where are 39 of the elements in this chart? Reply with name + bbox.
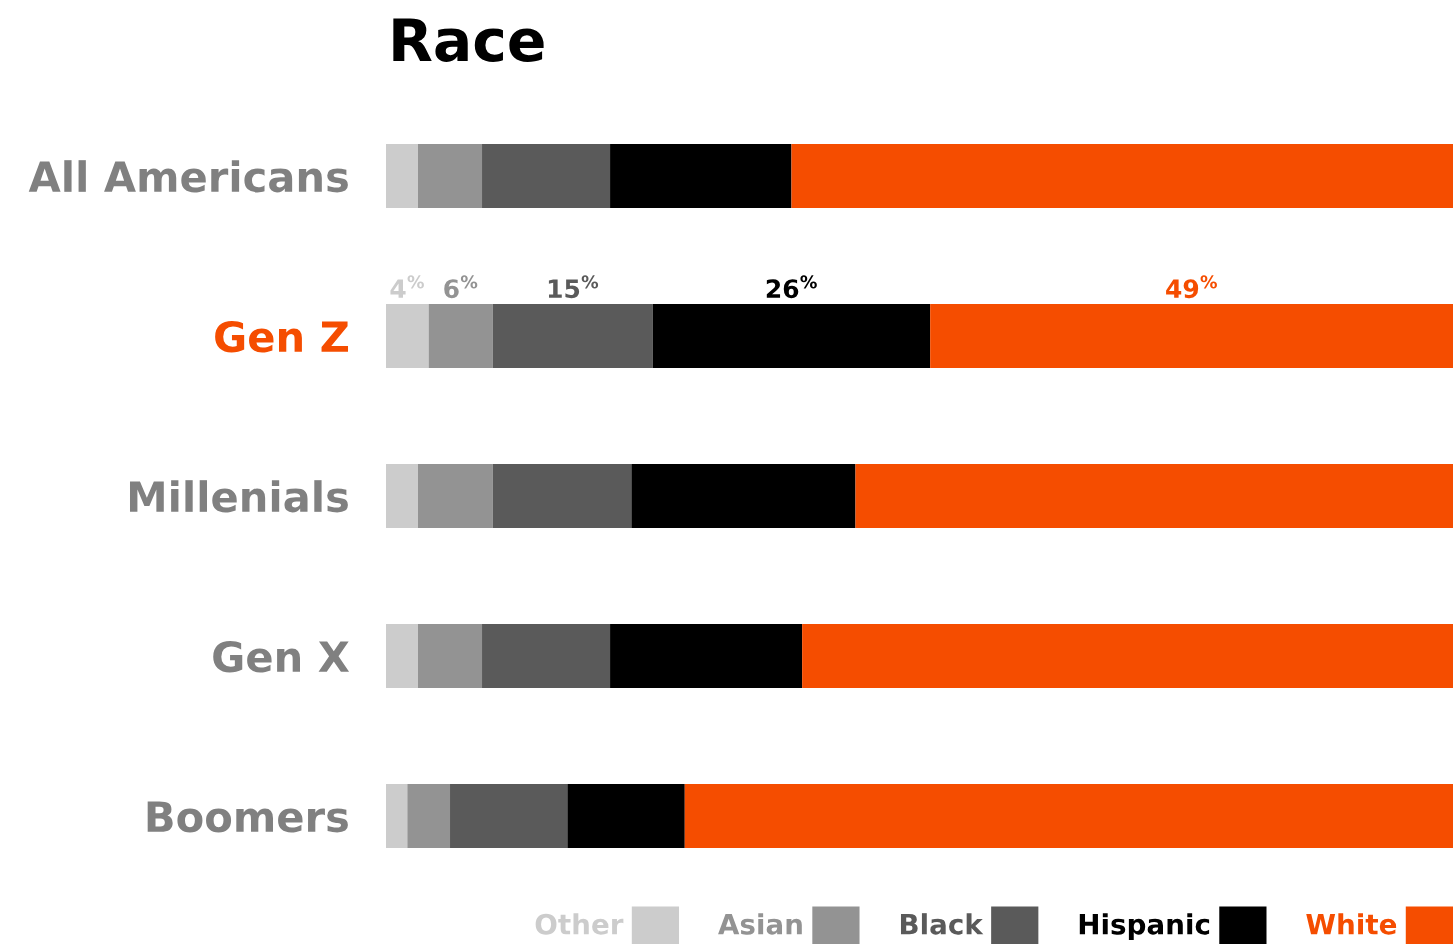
- bar: [492, 304, 653, 368]
- y-tick-label: Gen X: [213, 640, 350, 673]
- bar: [802, 624, 1453, 688]
- bar: [610, 624, 803, 688]
- bar: [386, 304, 429, 368]
- bar: [791, 144, 1453, 208]
- bar: [631, 464, 856, 528]
- legend-label: Black: [900, 913, 984, 935]
- bar: [652, 304, 931, 368]
- bar: [386, 784, 408, 848]
- legend-label: Asian: [718, 913, 802, 935]
- bar: [418, 144, 483, 208]
- bar: [418, 624, 483, 688]
- bar: [428, 304, 493, 368]
- bar: [407, 784, 451, 848]
- data-label: 26$^{%}$: [766, 275, 817, 299]
- y-tick-label: Millenials: [129, 480, 348, 513]
- y-tick-label: Gen Z: [215, 320, 349, 353]
- bar: [386, 464, 419, 528]
- y-tick-label: Boomers: [147, 801, 348, 833]
- bar: [492, 464, 632, 528]
- chart-title: Race: [393, 18, 544, 62]
- data-label: 49$^{%}$: [1166, 275, 1217, 299]
- y-tick-label: All Americans: [28, 160, 348, 193]
- bar: [482, 144, 611, 208]
- data-label: 6$^{%}$: [444, 275, 478, 299]
- bar: [418, 464, 493, 528]
- bar: [567, 784, 685, 848]
- bar: [930, 304, 1453, 368]
- bar: [855, 464, 1453, 528]
- bar: [386, 144, 419, 208]
- legend-label: Hispanic: [1079, 913, 1210, 941]
- bar: [610, 144, 792, 208]
- data-label: 15$^{%}$: [548, 275, 599, 299]
- bar: [482, 624, 611, 688]
- bar: [684, 784, 1453, 848]
- bar: [386, 624, 419, 688]
- bar: [450, 784, 568, 848]
- legend-label: White: [1306, 913, 1397, 935]
